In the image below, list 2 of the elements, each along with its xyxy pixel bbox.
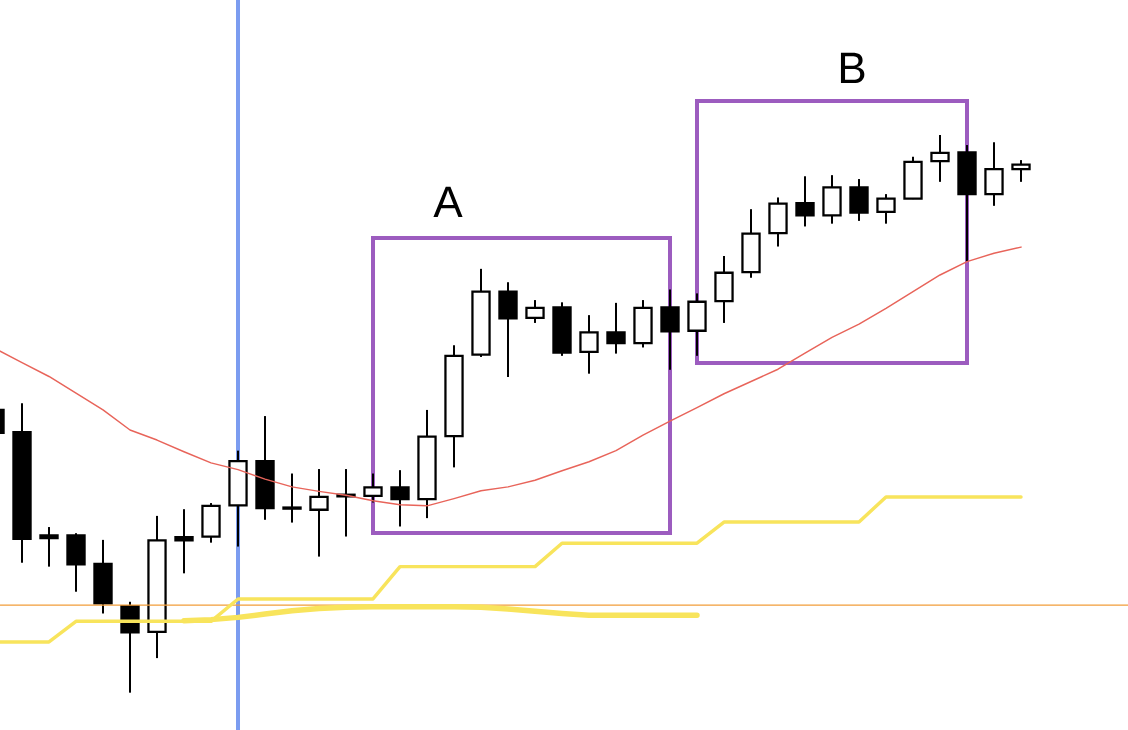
text: B	[840, 52, 865, 84]
annotation: A	[433, 186, 463, 218]
